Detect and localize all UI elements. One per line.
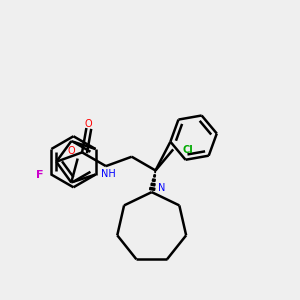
Polygon shape <box>154 175 155 177</box>
Text: O: O <box>68 146 75 156</box>
Polygon shape <box>152 179 155 181</box>
Text: O: O <box>85 119 92 129</box>
Text: N: N <box>158 183 165 193</box>
Polygon shape <box>150 187 155 190</box>
Text: NH: NH <box>101 169 116 179</box>
Text: F: F <box>36 169 43 179</box>
Polygon shape <box>151 183 155 186</box>
Polygon shape <box>155 170 156 173</box>
Text: Cl: Cl <box>182 145 193 155</box>
